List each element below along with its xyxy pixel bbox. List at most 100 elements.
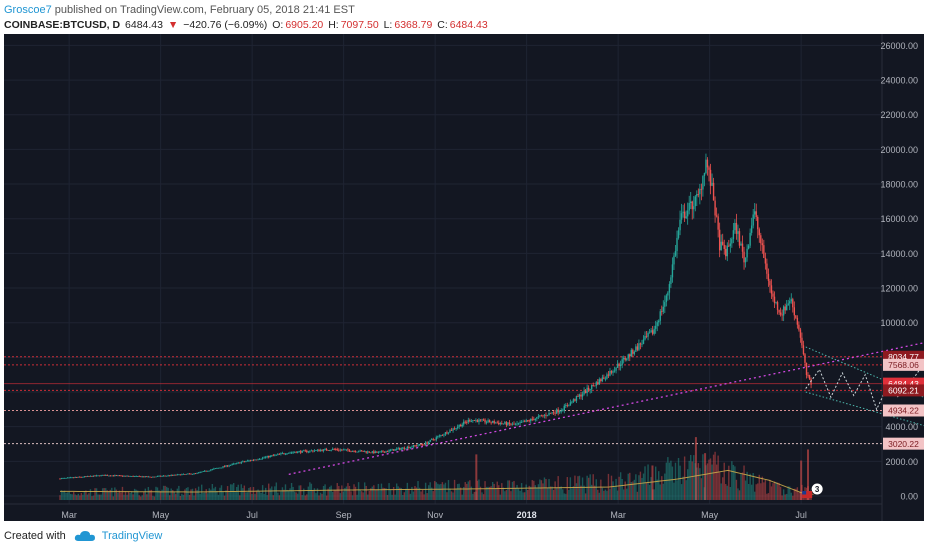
- volume-bar: [173, 491, 175, 500]
- volume-bar: [129, 493, 131, 500]
- volume-bar: [167, 487, 169, 500]
- candle-body: [89, 475, 92, 477]
- volume-bar: [792, 495, 794, 500]
- candle-body: [421, 444, 424, 446]
- volume-bar: [289, 488, 291, 500]
- candle-body: [703, 173, 706, 177]
- volume-bar: [772, 483, 774, 500]
- volume-bar: [709, 458, 712, 500]
- volume-bar: [234, 491, 236, 500]
- volume-bar: [243, 485, 246, 500]
- candle-body: [667, 292, 669, 296]
- volume-bar: [371, 486, 374, 500]
- volume-bar: [71, 494, 73, 500]
- x-tick-label: Jul: [795, 510, 807, 520]
- volume-bar: [520, 483, 523, 500]
- candle-body: [330, 449, 332, 451]
- volume-bar: [277, 492, 279, 500]
- price-axis[interactable]: 0.002000.004000.006000.008000.0010000.00…: [880, 41, 924, 502]
- candle-body: [394, 449, 396, 451]
- volume-bar: [194, 488, 197, 500]
- volume-spike: [800, 460, 803, 500]
- candle-body: [571, 401, 573, 403]
- candle-body: [324, 448, 326, 450]
- volume-bar: [761, 476, 764, 500]
- volume-bar: [138, 495, 140, 500]
- volume-bar: [715, 464, 718, 500]
- candle-body: [728, 245, 730, 247]
- candle-body: [263, 457, 265, 459]
- volume-bar: [207, 493, 209, 500]
- tradingview-brand-link[interactable]: TradingView: [101, 530, 163, 542]
- candle-body: [589, 389, 591, 391]
- volume-bar: [798, 492, 800, 500]
- candle-body: [776, 302, 779, 310]
- candle-body: [446, 432, 448, 434]
- volume-bar: [379, 490, 381, 500]
- candle-body: [298, 451, 300, 453]
- candle-body: [74, 477, 76, 479]
- candle-body: [197, 472, 200, 474]
- candle-body: [590, 385, 593, 390]
- volume-bar: [86, 494, 89, 500]
- volume-bar: [91, 496, 93, 500]
- candle-body: [406, 446, 409, 449]
- volume-bar: [603, 490, 605, 500]
- high-label: H:: [328, 19, 339, 31]
- time-axis[interactable]: Mar May Jul Sep Nov 2018 Mar May Jul: [61, 510, 807, 520]
- candle-body: [126, 475, 128, 477]
- volume-bar: [482, 494, 485, 500]
- volume-bar: [498, 485, 500, 500]
- author-link[interactable]: Groscoe7: [4, 4, 52, 16]
- candle-body: [472, 420, 474, 422]
- price-chart[interactable]: 3 0.002000.004000.006000.008000.0010000.…: [4, 34, 924, 521]
- candle-body: [609, 371, 611, 376]
- candle-body: [290, 452, 293, 454]
- candle-body: [339, 449, 342, 451]
- candle-body: [371, 451, 374, 453]
- symbol-label[interactable]: COINBASE:BTCUSD, D: [4, 19, 121, 31]
- candle-body: [196, 472, 198, 474]
- volume-bar: [485, 486, 488, 500]
- candle-body: [368, 451, 370, 453]
- candle-body: [156, 476, 159, 477]
- candle-body: [403, 447, 406, 449]
- candle-body: [222, 466, 224, 468]
- candle-body: [740, 243, 742, 246]
- volume-spike: [651, 465, 654, 500]
- volume-bar: [458, 483, 460, 500]
- candle-body: [429, 439, 431, 442]
- volume-bar: [82, 494, 84, 500]
- volume-bar: [466, 483, 468, 500]
- candle-body: [569, 402, 572, 406]
- volume-bar: [307, 486, 310, 500]
- y-tick-label: 18000.00: [880, 180, 918, 190]
- volume-bar: [225, 490, 227, 500]
- candle-body: [676, 237, 678, 252]
- candle-body: [531, 418, 533, 420]
- candle-body: [456, 426, 459, 428]
- candle-body: [399, 448, 401, 450]
- candle-body: [785, 304, 788, 311]
- volume-bar: [185, 487, 188, 500]
- volume-bar: [676, 480, 678, 500]
- candle-body: [779, 312, 782, 315]
- x-tick-label: May: [152, 510, 170, 520]
- candle-body: [220, 467, 223, 469]
- candle-body: [504, 422, 506, 424]
- down-arrow-icon: ▼: [167, 19, 179, 31]
- candle-body: [121, 475, 124, 477]
- candle-body: [357, 451, 360, 453]
- candle-body: [540, 415, 543, 417]
- volume-bar: [388, 483, 390, 500]
- candle-body: [546, 415, 549, 417]
- candle-body: [527, 420, 529, 422]
- candle-body: [520, 422, 523, 423]
- volume-bar: [642, 473, 645, 500]
- volume-bar: [374, 489, 377, 500]
- candle-body: [449, 430, 451, 433]
- volume-bar: [580, 485, 582, 500]
- volume-bar: [586, 475, 588, 500]
- volume-bar: [706, 463, 709, 500]
- candle-body: [726, 245, 728, 257]
